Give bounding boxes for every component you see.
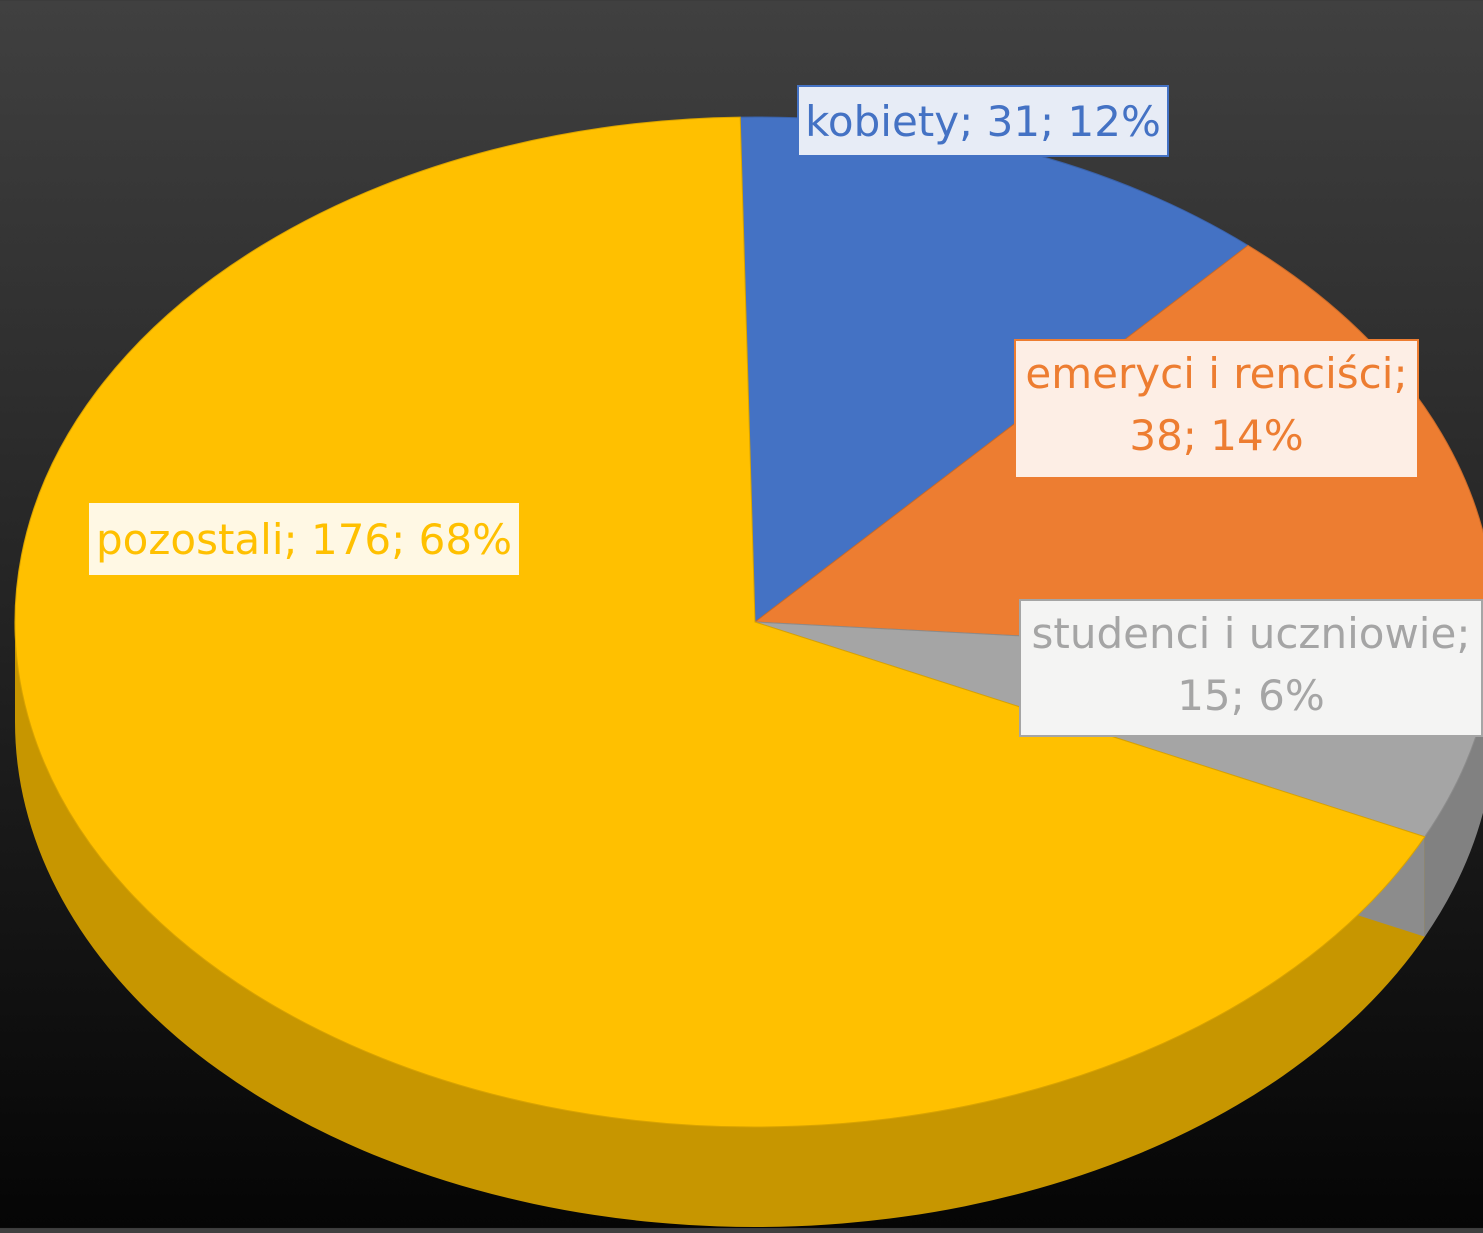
label-pozostali-box [87, 501, 521, 577]
label-kobiety-line-1: kobiety; 31; 12% [805, 97, 1161, 146]
label-emeryci-line-2: 38; 14% [1129, 411, 1303, 460]
slice-pozostali-side [15, 622, 1425, 1228]
label-emeryci-line-1: emeryci i renciści; [1025, 349, 1407, 398]
slice-pozostali [14, 116, 1426, 1128]
slice-studenci-side [1424, 712, 1483, 937]
label-pozostali-line-1: pozostali; 176; 68% [96, 515, 512, 564]
label-pozostali: pozostali; 176; 68% [87, 501, 521, 577]
label-kobiety: kobiety; 31; 12% [797, 85, 1169, 157]
label-kobiety-box [797, 85, 1169, 157]
label-studenci: studenci i uczniowie; 15; 6% [1019, 599, 1483, 737]
label-studenci-line-1: studenci i uczniowie; [1032, 609, 1471, 658]
label-studenci-line-2: 15; 6% [1177, 671, 1325, 720]
label-emeryci: emeryci i renciści; 38; 14% [1014, 339, 1419, 479]
label-studenci-box [1019, 599, 1483, 737]
label-emeryci-box [1014, 339, 1419, 479]
